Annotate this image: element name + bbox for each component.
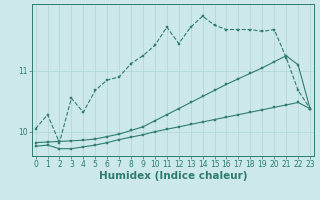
X-axis label: Humidex (Indice chaleur): Humidex (Indice chaleur): [99, 171, 247, 181]
